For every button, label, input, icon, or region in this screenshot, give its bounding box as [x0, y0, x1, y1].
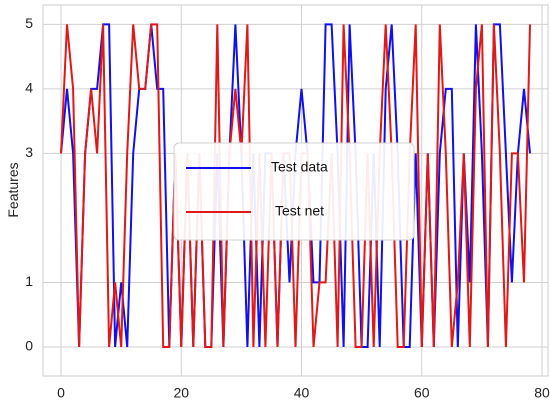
legend-box	[173, 142, 415, 241]
legend-label-test-net: Test net	[275, 203, 324, 219]
y-tick-label-1: 1	[25, 273, 33, 289]
x-tick-labels: 0 20 40 60 80	[57, 385, 550, 400]
x-tick-label-60: 60	[414, 385, 430, 400]
x-tick-label-80: 80	[534, 385, 550, 400]
x-tick-label-0: 0	[57, 385, 65, 400]
y-tick-label-0: 0	[25, 338, 33, 354]
legend-label-test-data: Test data	[271, 159, 328, 175]
x-tick-label-40: 40	[294, 385, 310, 400]
y-axis-title: Features	[5, 162, 21, 217]
y-tick-label-3: 3	[25, 144, 33, 160]
legend: Test data Test net	[173, 142, 415, 241]
series-line-test-net	[60, 23, 531, 348]
x-tick-label-20: 20	[173, 385, 189, 400]
y-tick-labels: 0 1 3 4 5	[25, 15, 33, 354]
y-tick-label-5: 5	[25, 15, 33, 31]
y-tick-label-4: 4	[25, 80, 33, 96]
